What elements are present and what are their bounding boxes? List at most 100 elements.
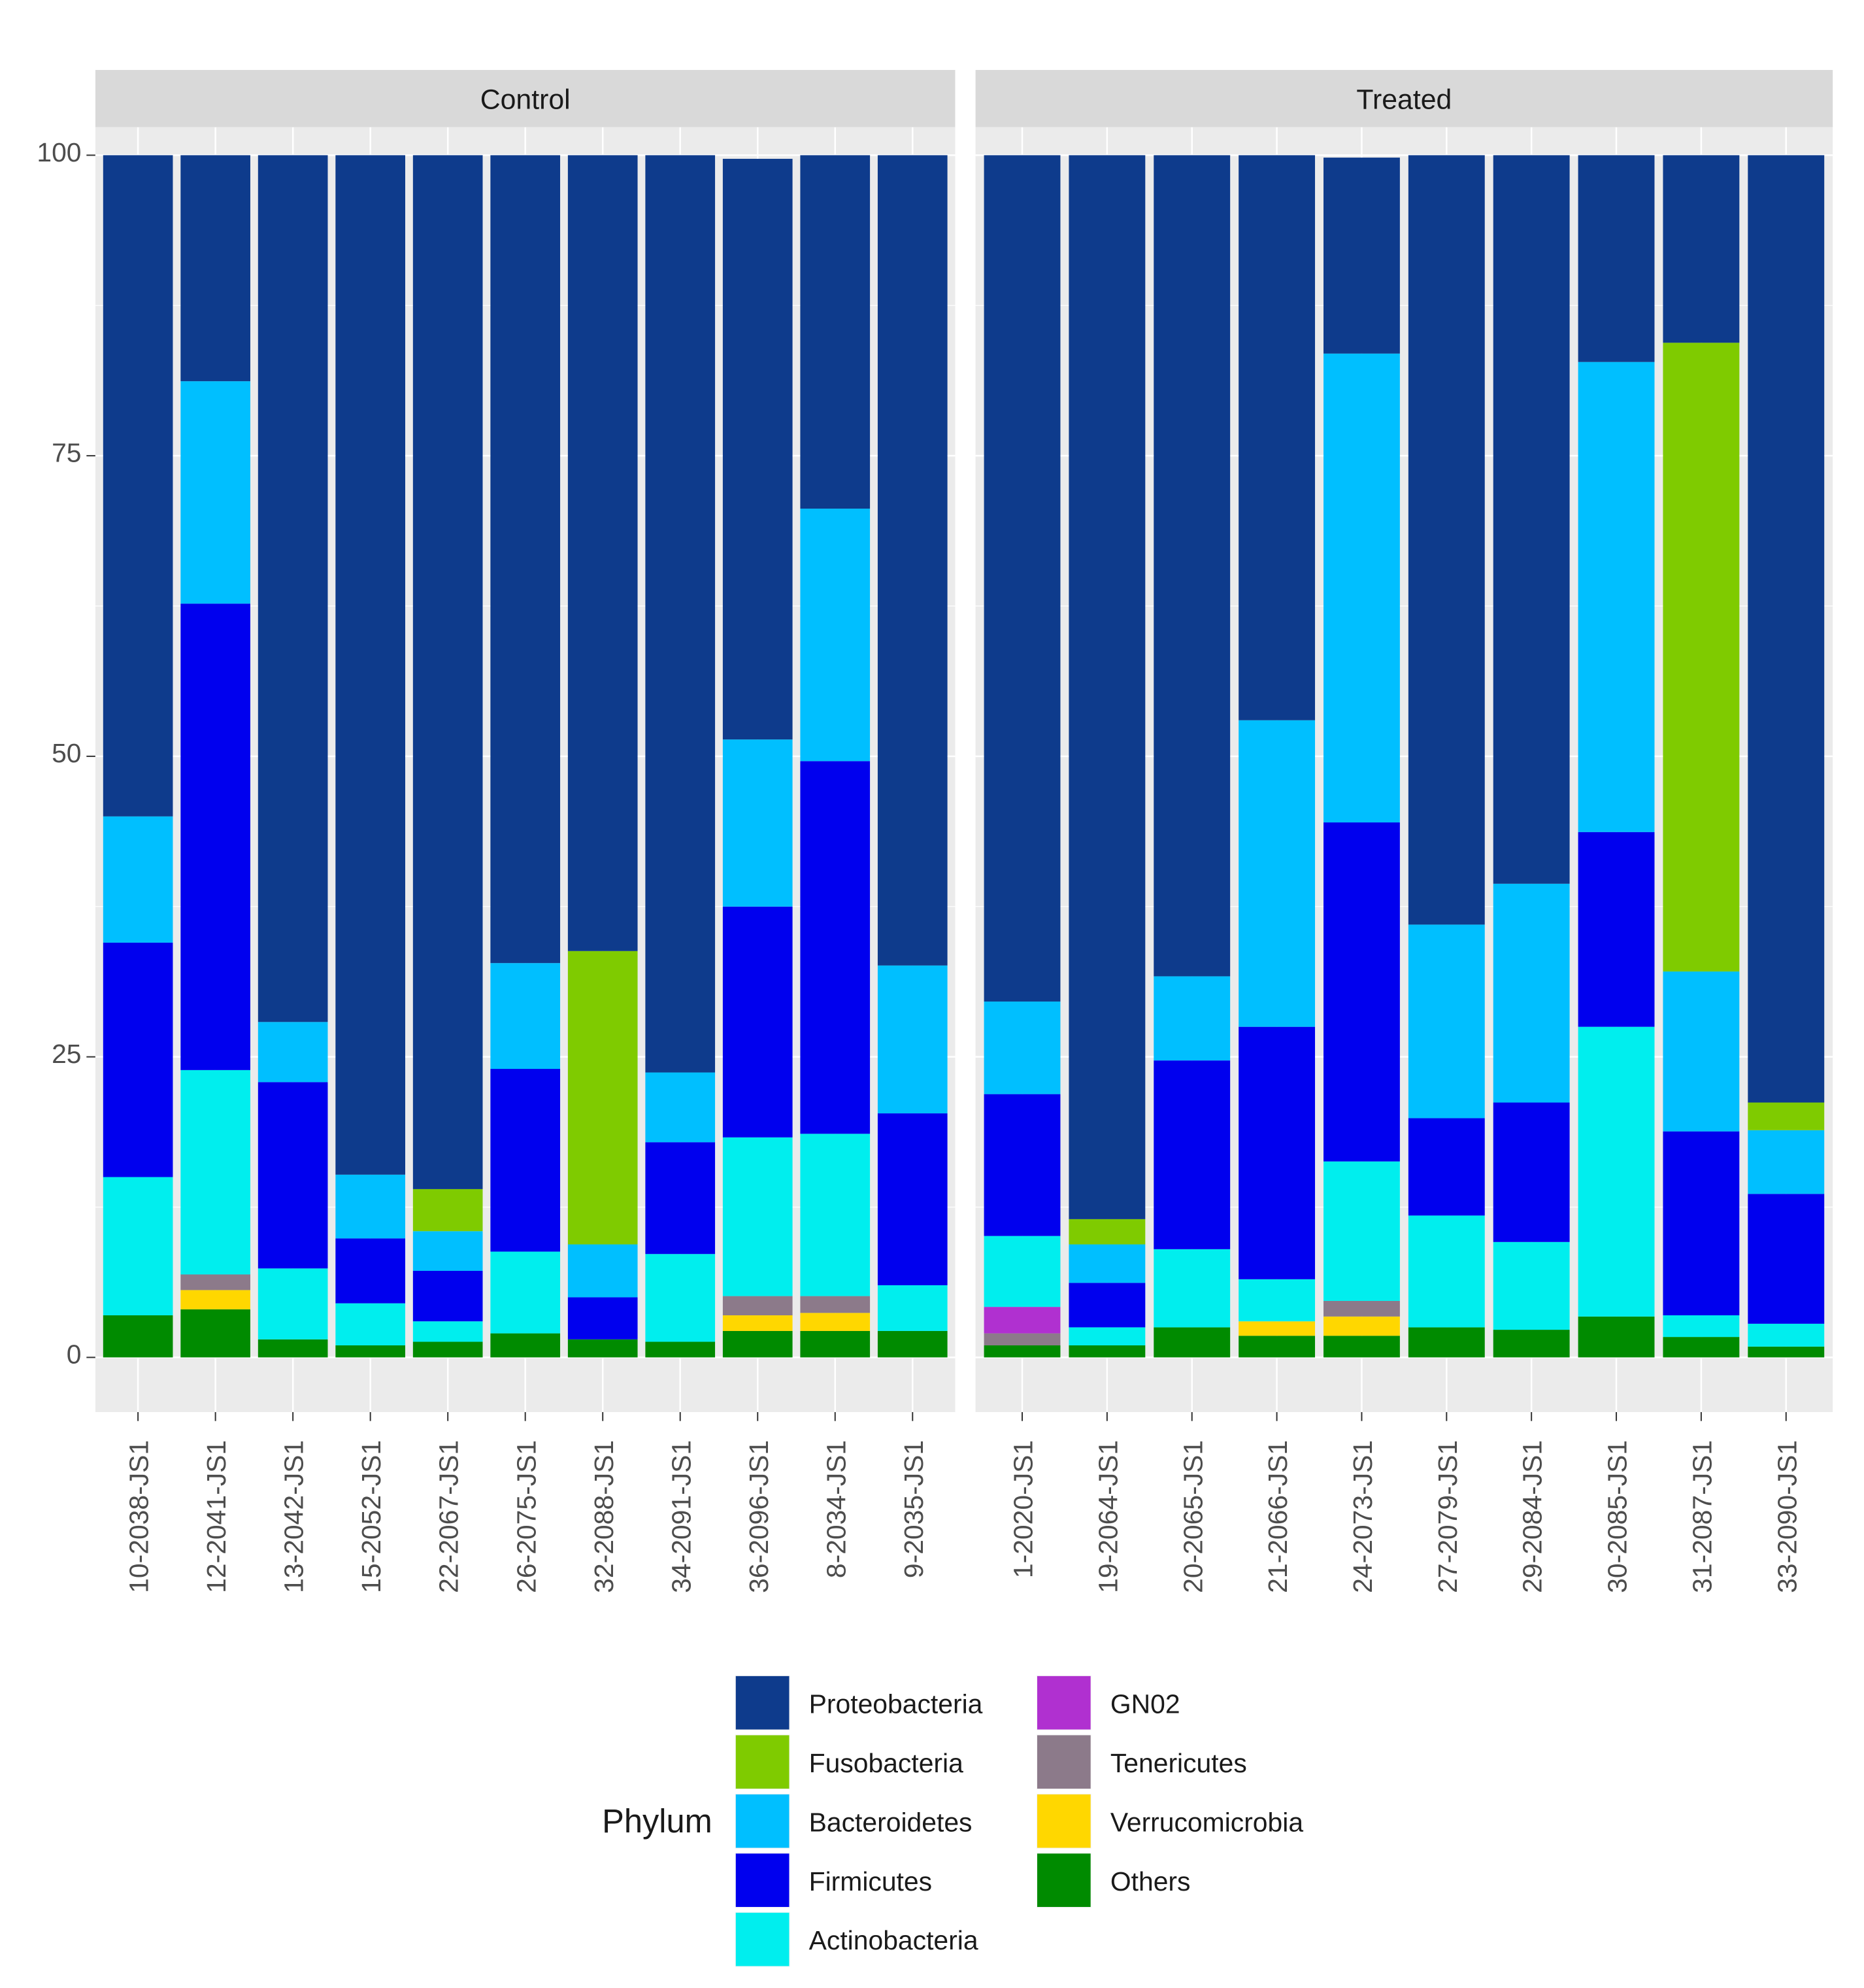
bar-segment-firmicutes	[1663, 1131, 1740, 1316]
bar-segment-others	[1239, 1336, 1316, 1358]
bar-segment-proteobacteria	[877, 155, 948, 966]
x-tick-label: 12-2041-JS1	[201, 1440, 231, 1593]
bar-segment-proteobacteria	[722, 158, 793, 740]
x-tick-label: 30-2085-JS1	[1603, 1440, 1633, 1593]
bar-segment-bacteroidetes	[645, 1072, 716, 1143]
bar-segment-proteobacteria	[984, 155, 1061, 1002]
bar-segment-others	[103, 1315, 173, 1358]
bar-segment-others	[180, 1309, 250, 1358]
bar-segment-bacteroidetes	[258, 1022, 328, 1083]
bar-segment-proteobacteria	[1154, 155, 1231, 977]
x-tick-label: 26-2075-JS1	[511, 1440, 541, 1593]
x-tick-label: 27-2079-JS1	[1433, 1440, 1463, 1593]
bar-segment-tenericutes	[180, 1274, 250, 1290]
bar-segment-others	[1663, 1337, 1740, 1358]
bar-segment-proteobacteria	[567, 155, 638, 951]
bar-segment-others	[1069, 1345, 1146, 1358]
bar-segment-bacteroidetes	[984, 1002, 1061, 1094]
bar-segment-firmicutes	[1154, 1060, 1231, 1249]
bar-segment-bacteroidetes	[1069, 1244, 1146, 1283]
legend-label: Fusobacteria	[809, 1748, 963, 1778]
bar-segment-fusobacteria	[1663, 343, 1740, 972]
bar-segment-verrucomicrobia	[1239, 1321, 1316, 1336]
legend-swatch-gn02	[1037, 1676, 1091, 1730]
bar-segment-bacteroidetes	[877, 965, 948, 1114]
bar-segment-actinobacteria	[1663, 1315, 1740, 1338]
y-tick-label: 0	[67, 1339, 82, 1370]
bar-segment-firmicutes	[984, 1094, 1061, 1236]
legend-swatch-others	[1037, 1853, 1091, 1908]
x-tick-label: 8-2034-JS1	[821, 1440, 851, 1578]
bar-segment-verrucomicrobia	[1323, 1316, 1400, 1336]
bar-segment-actinobacteria	[335, 1303, 406, 1345]
bar-segment-others	[258, 1339, 328, 1358]
bar-segment-others	[335, 1345, 406, 1358]
bar-segment-proteobacteria	[258, 155, 328, 1022]
bar-segment-firmicutes	[1578, 832, 1655, 1027]
bar-segment-proteobacteria	[1239, 155, 1316, 720]
bar-segment-bacteroidetes	[1663, 971, 1740, 1132]
bar-segment-actinobacteria	[103, 1177, 173, 1316]
bar-segment-firmicutes	[645, 1142, 716, 1255]
x-tick-label: 22-2067-JS1	[434, 1440, 464, 1593]
legend-label: Actinobacteria	[809, 1925, 978, 1955]
bar-segment-tenericutes	[984, 1333, 1061, 1345]
legend-label: Proteobacteria	[809, 1689, 983, 1719]
bar-segment-tenericutes	[722, 1296, 793, 1316]
bar-segment-firmicutes	[877, 1113, 948, 1286]
bar-segment-firmicutes	[335, 1238, 406, 1304]
x-tick-label: 36-2096-JS1	[744, 1440, 774, 1593]
x-tick-label: 32-2088-JS1	[589, 1440, 619, 1593]
x-tick-label: 9-2035-JS1	[899, 1440, 929, 1578]
bar-segment-proteobacteria	[1408, 155, 1485, 925]
bar-segment-actinobacteria	[722, 1137, 793, 1296]
legend-swatch-proteobacteria	[735, 1676, 790, 1730]
bar-segment-bacteroidetes	[800, 509, 871, 762]
bar-segment-bacteroidetes	[1323, 353, 1400, 823]
bar-segment-proteobacteria	[412, 155, 483, 1189]
bar-segment-others	[645, 1341, 716, 1358]
x-tick-label: 10-2038-JS1	[124, 1440, 154, 1593]
bar-segment-firmicutes	[490, 1069, 561, 1252]
bar-segment-actinobacteria	[1578, 1026, 1655, 1317]
bar-segment-others	[1578, 1316, 1655, 1358]
x-tick-label: 29-2084-JS1	[1518, 1440, 1548, 1593]
bar-segment-firmicutes	[722, 906, 793, 1137]
bar-segment-firmicutes	[180, 603, 250, 1070]
bar-segment-actinobacteria	[1239, 1279, 1316, 1322]
legend-title: Phylum	[602, 1802, 712, 1840]
bar-segment-bacteroidetes	[1748, 1130, 1825, 1194]
facet-title: Control	[480, 84, 571, 115]
bar-segment-bacteroidetes	[1239, 720, 1316, 1027]
legend-label: Tenericutes	[1110, 1748, 1247, 1778]
bar-segment-verrucomicrobia	[722, 1315, 793, 1331]
bar-segment-others	[412, 1341, 483, 1358]
y-tick-label: 75	[52, 437, 81, 467]
bar-segment-proteobacteria	[1663, 155, 1740, 343]
bar-segment-others	[1493, 1330, 1570, 1358]
bar-segment-others	[1748, 1346, 1825, 1358]
x-tick-label: 24-2073-JS1	[1348, 1440, 1378, 1593]
x-tick-label: 20-2065-JS1	[1178, 1440, 1208, 1593]
bar-segment-tenericutes	[1323, 1300, 1400, 1317]
bar-segment-others	[722, 1330, 793, 1358]
bar-segment-actinobacteria	[1408, 1215, 1485, 1328]
bar-segment-proteobacteria	[645, 155, 716, 1073]
bar-segment-proteobacteria	[800, 155, 871, 509]
bar-segment-others	[984, 1345, 1061, 1358]
legend-swatch-bacteroidetes	[735, 1794, 790, 1848]
x-tick-label: 33-2090-JS1	[1772, 1440, 1802, 1593]
bar-segment-bacteroidetes	[567, 1244, 638, 1298]
bar-segment-bacteroidetes	[722, 739, 793, 907]
bar-segment-actinobacteria	[877, 1285, 948, 1331]
legend-swatch-firmicutes	[735, 1853, 790, 1908]
bar-segment-actinobacteria	[180, 1070, 250, 1275]
bar-segment-actinobacteria	[258, 1268, 328, 1339]
facet-title: Treated	[1356, 84, 1452, 115]
bar-segment-firmicutes	[412, 1270, 483, 1322]
bar-segment-firmicutes	[1408, 1118, 1485, 1216]
bar-segment-bacteroidetes	[1493, 883, 1570, 1103]
bar-segment-actinobacteria	[1748, 1323, 1825, 1347]
bar-segment-actinobacteria	[1154, 1249, 1231, 1328]
